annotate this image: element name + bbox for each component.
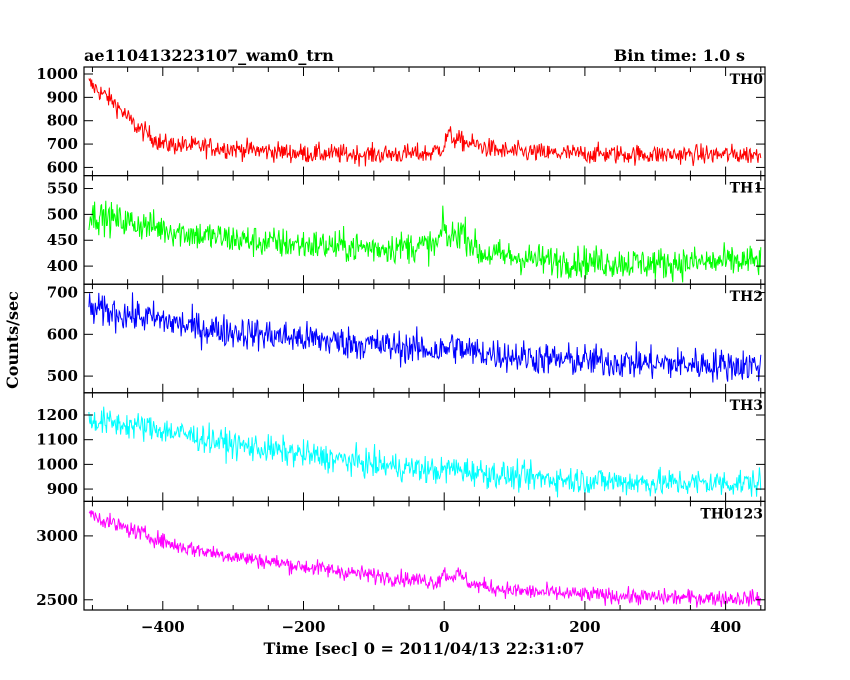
x-tick-label: 0 xyxy=(439,618,449,636)
y-tick-label: 900 xyxy=(47,88,78,106)
panel-frame-th0123 xyxy=(83,500,766,611)
y-tick-label: 900 xyxy=(47,480,78,498)
y-tick-label: 700 xyxy=(47,135,78,153)
panel-label-th3: TH3 xyxy=(730,398,763,414)
y-tick-label: 800 xyxy=(47,112,78,130)
panel-frame-th1 xyxy=(83,175,766,285)
y-tick-label: 1000 xyxy=(36,455,78,473)
bin-time-label: Bin time: 1.0 s xyxy=(614,46,745,65)
y-axis-label: Counts/sec xyxy=(3,291,22,389)
x-tick-label: −200 xyxy=(282,618,326,636)
chart-title: ae110413223107_wam0_trn xyxy=(84,46,334,65)
panel-label-th0: TH0 xyxy=(730,72,764,88)
panel-label-th1: TH1 xyxy=(730,181,763,197)
y-tick-label: 1000 xyxy=(36,65,78,83)
series-line-th0 xyxy=(88,77,762,167)
x-tick-label: 200 xyxy=(569,618,600,636)
panel-label-th2: TH2 xyxy=(730,289,763,305)
y-tick-label: 1200 xyxy=(36,406,78,424)
y-tick-label: 600 xyxy=(47,325,78,343)
x-tick-label: 400 xyxy=(710,618,741,636)
series-line-th0123 xyxy=(88,510,762,608)
y-tick-label: 2500 xyxy=(36,591,78,609)
series-line-th2 xyxy=(88,292,762,383)
panel-label-th0123: TH0123 xyxy=(700,506,763,522)
panels-group: 600 700 800 900 1000 TH0 400 450 500 550 TH1 500 600… xyxy=(36,65,766,636)
y-tick-label: 700 xyxy=(47,284,78,302)
x-axis-label: Time [sec] 0 = 2011/04/13 22:31:07 xyxy=(264,639,585,658)
y-tick-label: 1100 xyxy=(36,431,78,449)
y-tick-label: 450 xyxy=(47,231,78,249)
y-tick-label: 500 xyxy=(47,205,78,223)
panel-frame-th2 xyxy=(83,283,766,394)
x-tick-label: −400 xyxy=(141,618,185,636)
y-tick-label: 400 xyxy=(47,257,78,275)
y-tick-label: 3000 xyxy=(36,527,78,545)
series-line-th3 xyxy=(88,406,762,498)
y-tick-label: 550 xyxy=(47,180,78,198)
y-tick-label: 500 xyxy=(47,367,78,385)
series-line-th1 xyxy=(88,200,762,283)
y-tick-label: 600 xyxy=(47,158,78,176)
